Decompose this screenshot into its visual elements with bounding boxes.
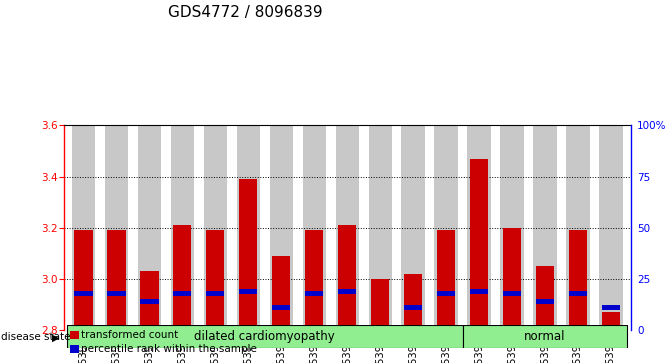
Bar	[569, 291, 587, 296]
Bar	[434, 125, 458, 330]
Bar	[371, 279, 389, 330]
Bar	[401, 125, 425, 330]
Bar	[338, 225, 356, 330]
Text: normal: normal	[524, 330, 566, 343]
Bar	[533, 125, 557, 330]
Bar	[237, 125, 260, 330]
Bar	[536, 299, 554, 304]
Bar	[173, 225, 191, 330]
Bar	[240, 179, 258, 330]
Bar	[602, 305, 620, 310]
Bar	[503, 291, 521, 296]
Bar	[569, 231, 587, 330]
Bar	[602, 313, 620, 330]
Text: percentile rank within the sample: percentile rank within the sample	[81, 344, 257, 354]
Text: ▶: ▶	[52, 333, 59, 343]
Bar	[67, 325, 462, 348]
Bar	[503, 228, 521, 330]
Bar	[470, 289, 488, 294]
Bar	[437, 291, 455, 296]
Bar	[107, 231, 125, 330]
Bar	[140, 299, 158, 304]
Bar	[404, 274, 422, 330]
Bar	[437, 231, 455, 330]
Text: disease state: disease state	[1, 332, 70, 342]
Bar	[272, 256, 291, 330]
Bar	[470, 159, 488, 330]
Bar	[368, 125, 392, 330]
Bar	[305, 291, 323, 296]
Text: dilated cardiomyopathy: dilated cardiomyopathy	[195, 330, 336, 343]
Bar	[74, 291, 93, 296]
Bar	[462, 325, 627, 348]
Bar	[336, 125, 359, 330]
Bar	[173, 291, 191, 296]
Bar	[170, 125, 194, 330]
Bar	[270, 125, 293, 330]
Bar	[305, 231, 323, 330]
Bar	[272, 305, 291, 310]
Text: transformed count: transformed count	[81, 330, 178, 340]
Text: GDS4772 / 8096839: GDS4772 / 8096839	[168, 5, 322, 20]
Bar	[536, 266, 554, 330]
Bar	[338, 289, 356, 294]
Bar	[303, 125, 326, 330]
Bar	[206, 291, 224, 296]
Bar	[468, 125, 491, 330]
Bar	[107, 291, 125, 296]
Bar	[206, 231, 224, 330]
Bar	[404, 305, 422, 310]
Bar	[566, 125, 590, 330]
Bar	[501, 125, 524, 330]
Bar	[140, 272, 158, 330]
Bar	[599, 125, 623, 330]
Bar	[240, 289, 258, 294]
Bar	[138, 125, 161, 330]
Bar	[371, 328, 389, 333]
Bar	[105, 125, 128, 330]
Bar	[72, 125, 95, 330]
Bar	[74, 231, 93, 330]
Bar	[204, 125, 227, 330]
